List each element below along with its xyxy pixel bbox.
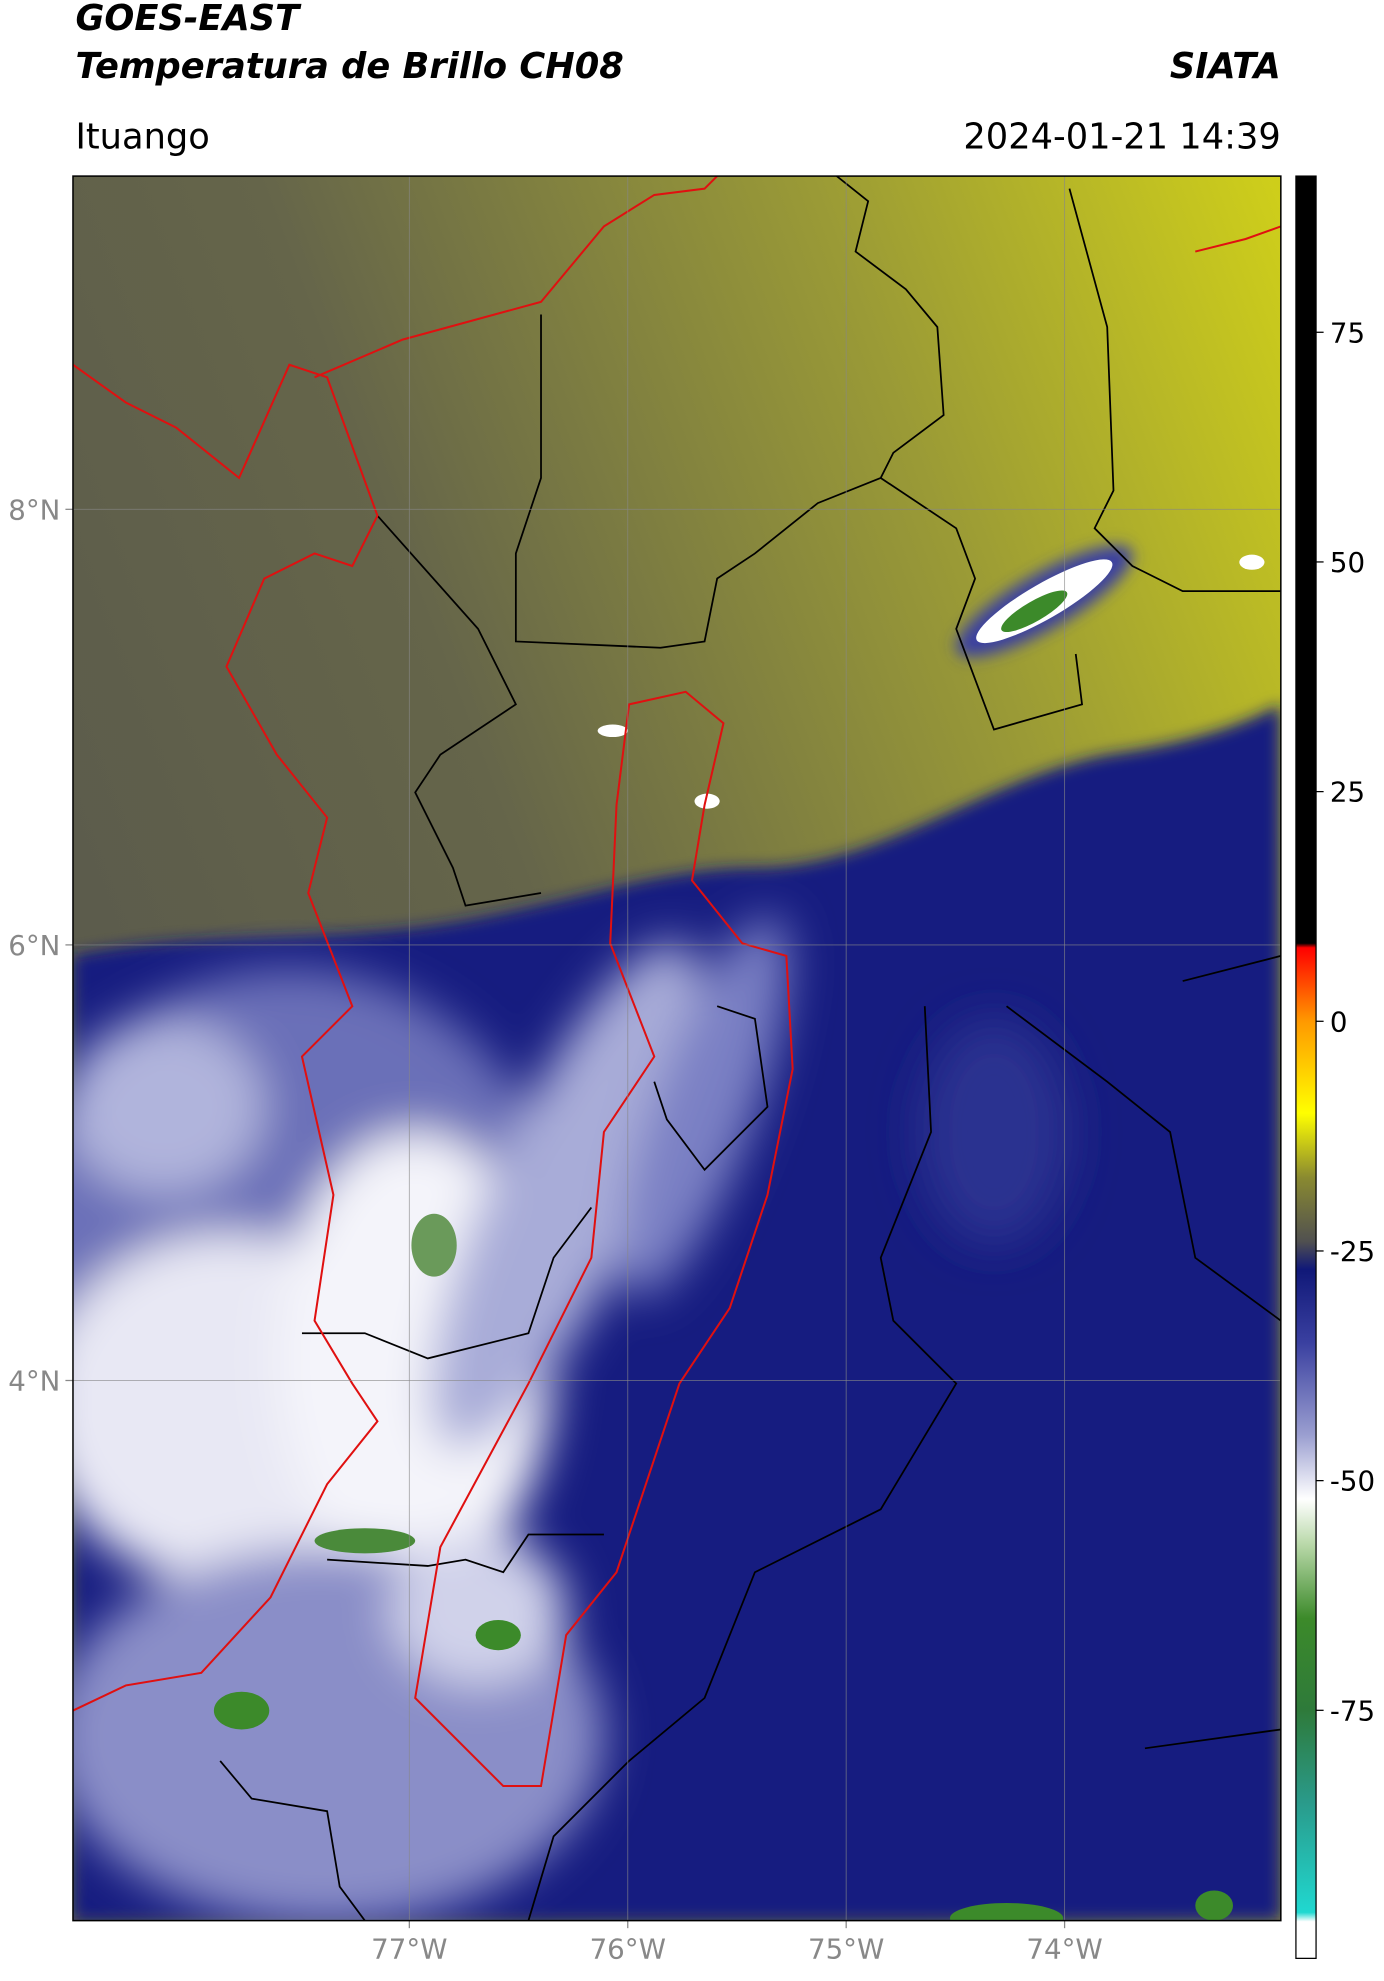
cirrus <box>72 916 1070 1921</box>
colorbar-tick-label: -25 <box>1330 1235 1375 1268</box>
datetime: 2024-01-21 14:39 <box>963 116 1280 157</box>
colorbar-tick-label: 75 <box>1330 316 1365 349</box>
lon-tick-label: 77°W <box>371 1932 447 1965</box>
colorbar-tick-label: -50 <box>1330 1465 1375 1498</box>
location: Ituango <box>75 116 209 157</box>
lon-tick-label: 74°W <box>1026 1932 1102 1965</box>
source: SIATA <box>1170 46 1281 87</box>
colorbar <box>1295 175 1317 1959</box>
lat-tick-label: 6°N <box>8 929 60 962</box>
title: GOES-EAST <box>75 0 302 39</box>
colorbar-ticks: 75 50 25 0 -25 -50 -75 <box>1316 316 1375 1727</box>
deep-convection <box>213 545 1265 1921</box>
colorbar-tick-label: -75 <box>1330 1694 1375 1727</box>
lon-tick-label: 76°W <box>590 1932 666 1965</box>
colorbar-tick-label: 25 <box>1330 776 1365 809</box>
lat-tick-label: 8°N <box>8 493 60 526</box>
colorbar-tick-label: 0 <box>1330 1005 1348 1038</box>
map-frame <box>72 175 1282 1922</box>
graticule: 77°W 76°W 75°W 74°W 8°N 6°N 4°N <box>8 176 1281 1965</box>
colorbar-tick-label: 50 <box>1330 546 1365 579</box>
lat-tick-label: 4°N <box>8 1365 60 1398</box>
subtitle: Temperatura de Brillo CH08 <box>75 46 623 87</box>
red-outlines <box>72 176 1281 1788</box>
lon-tick-label: 75°W <box>808 1932 884 1965</box>
admin-boundaries <box>219 176 1281 1921</box>
imagery <box>72 176 1281 1921</box>
